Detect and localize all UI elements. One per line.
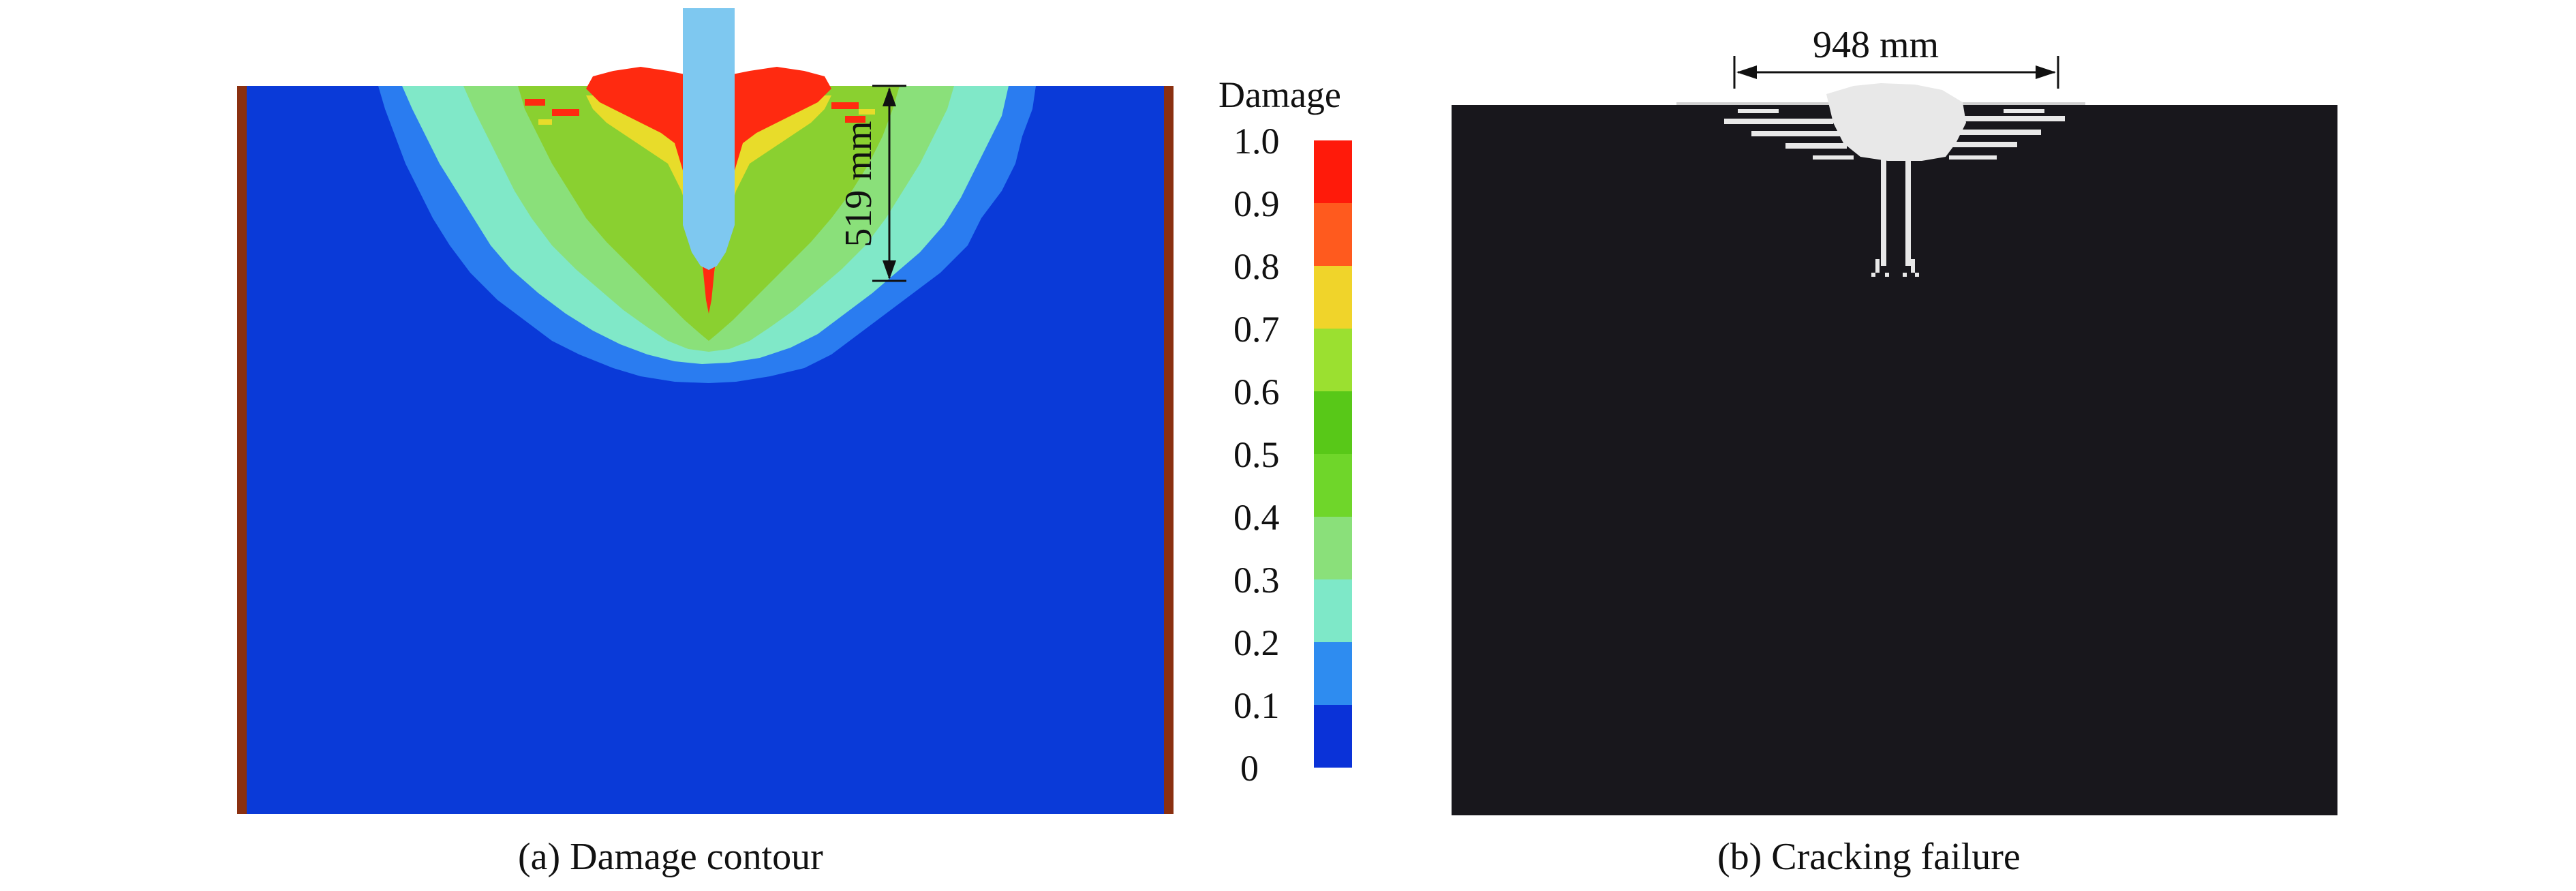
indenter (683, 8, 735, 270)
colorbar-tick: 0.1 (1233, 685, 1280, 726)
colorbar-tick: 0.4 (1233, 497, 1280, 538)
colorbar-tick: 1.0 (1233, 121, 1280, 162)
colorbar-tick: 0.5 (1233, 434, 1280, 475)
colorbar-tick: 0.9 (1233, 183, 1280, 224)
colorbar-tick: 0 (1240, 748, 1259, 789)
specimen-right-border (1164, 86, 1174, 814)
specimen-left-border (237, 86, 247, 814)
colorbar (1314, 140, 1352, 768)
crack-pattern (1724, 83, 2065, 277)
depth-dimension (872, 85, 906, 282)
damage-contour-plot (237, 8, 1174, 814)
colorbar-tick: 0.2 (1233, 622, 1280, 663)
colorbar-tick: 0.7 (1233, 309, 1280, 350)
depth-dimension-label: 519 mm (838, 121, 880, 247)
colorbar-title: Damage (1218, 74, 1341, 115)
width-dimension (1733, 56, 2059, 89)
colorbar-tick: 0.3 (1233, 560, 1280, 601)
cracking-failure-plot (1452, 56, 2337, 815)
width-dimension-label: 948 mm (1813, 24, 1939, 66)
colorbar-tick: 0.6 (1233, 372, 1280, 412)
caption-b: (b) Cracking failure (1717, 836, 2021, 878)
specimen-body-b (1452, 105, 2337, 815)
caption-a: (a) Damage contour (518, 836, 823, 878)
colorbar-tick: 0.8 (1233, 246, 1280, 287)
